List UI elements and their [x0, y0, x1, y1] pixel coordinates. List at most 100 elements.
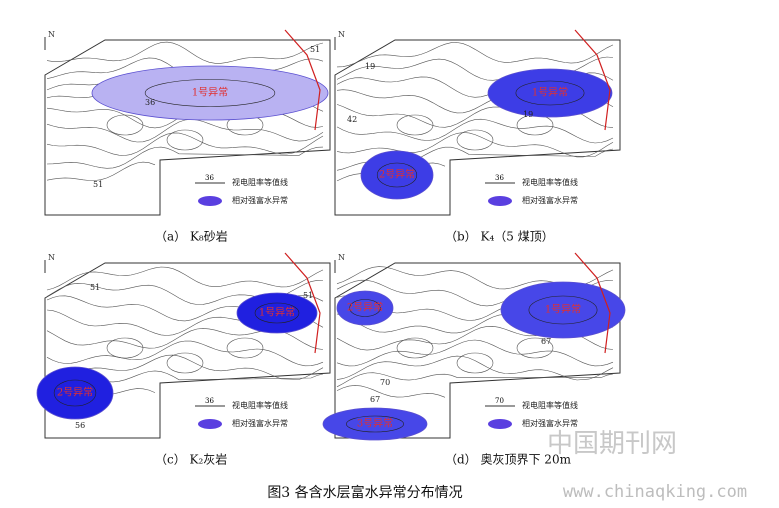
- contour-line: [46, 340, 324, 367]
- legend-anomaly-symbol: [198, 196, 222, 206]
- anomaly-contour: [376, 162, 418, 188]
- panel-caption: （c） K₂灰岩: [155, 452, 227, 467]
- contour-loop: [166, 352, 204, 374]
- water-anomaly: [487, 68, 613, 118]
- contour-label: 19: [523, 110, 533, 119]
- legend-sample-label: 36: [495, 174, 504, 182]
- anomaly-contour: [515, 80, 585, 106]
- anomaly-label: 3号异常: [357, 417, 393, 430]
- contour-label: 19: [365, 62, 375, 71]
- contour-label: 42: [347, 115, 357, 124]
- contour-label: 67: [370, 395, 380, 404]
- contour-loop: [396, 337, 434, 359]
- north-label: N: [48, 253, 55, 262]
- anomaly-contour: [144, 79, 276, 107]
- panel-caption: （d） 奥灰顶界下 20m: [445, 453, 572, 467]
- contour-line: [46, 161, 156, 181]
- contour-line: [336, 339, 614, 367]
- contour-line: [46, 266, 324, 291]
- contour-label: 51: [310, 45, 320, 54]
- contour-loop: [226, 337, 264, 359]
- legend-contour-text: 视电阻率等值线: [522, 177, 578, 187]
- contour-label: 36: [145, 98, 155, 107]
- contour-line: [336, 355, 614, 381]
- watermark-site: 中国期刊网: [547, 429, 677, 459]
- contour-line: [46, 118, 324, 143]
- fault-line: [574, 29, 611, 131]
- fault-line: [284, 252, 321, 354]
- anomaly-label: 2号异常: [57, 386, 93, 399]
- anomaly-label: 1号异常: [192, 86, 228, 99]
- legend-sample-label: 36: [205, 174, 214, 182]
- contour-line: [46, 146, 324, 169]
- legend-anomaly-symbol: [198, 419, 222, 429]
- contour-loop: [106, 337, 144, 359]
- contour-line: [46, 132, 324, 156]
- contour-loop: [516, 337, 554, 359]
- map-boundary: [44, 39, 331, 216]
- panel-caption: （a） K₈砂岩: [155, 229, 228, 244]
- contour-loop: [456, 129, 494, 151]
- contour-label: 67: [541, 337, 551, 346]
- contour-label: 70: [380, 378, 390, 387]
- water-anomaly: [91, 65, 329, 121]
- contour-line: [336, 372, 614, 388]
- figure-caption: 图3 各含水层富水异常分布情况: [267, 484, 462, 501]
- contour-loop: [456, 352, 494, 374]
- contour-line: [336, 132, 614, 158]
- water-anomaly: [36, 366, 114, 420]
- contour-line: [336, 42, 614, 68]
- contour-label: 51: [303, 291, 313, 300]
- legend-contour-text: 视电阻率等值线: [232, 400, 288, 410]
- anomaly-contour: [528, 295, 598, 325]
- contour-loop: [396, 114, 434, 136]
- anomaly-contour: [254, 302, 300, 324]
- water-anomaly: [360, 150, 434, 200]
- contour-label: 51: [90, 283, 100, 292]
- water-anomaly: [336, 290, 394, 326]
- north-label: N: [338, 30, 345, 39]
- water-anomaly: [500, 281, 626, 339]
- anomaly-contour: [346, 415, 404, 433]
- legend-anomaly-text: 相对强富水异常: [522, 418, 578, 428]
- legend-sample-label: 70: [495, 397, 504, 405]
- anomaly-label: 2号异常: [347, 301, 383, 314]
- north-label: N: [338, 253, 345, 262]
- anomaly-label: 1号异常: [532, 86, 568, 99]
- panel-caption: （b） K₄（5 煤顶）: [445, 230, 554, 244]
- anomaly-contour: [53, 379, 97, 407]
- contour-label: 51: [93, 180, 103, 189]
- fault-line: [284, 29, 321, 131]
- anomaly-label: 2号异常: [379, 168, 415, 181]
- contour-line: [336, 385, 446, 398]
- legend-anomaly-text: 相对强富水异常: [232, 195, 288, 205]
- legend-contour-text: 视电阻率等值线: [522, 400, 578, 410]
- contour-loop: [166, 129, 204, 151]
- anomaly-contour: [349, 299, 381, 317]
- contour-loop: [106, 114, 144, 136]
- legend-anomaly-text: 相对强富水异常: [232, 418, 288, 428]
- fault-line: [574, 252, 611, 354]
- contour-label: 56: [75, 421, 85, 430]
- anomaly-label: 1号异常: [545, 303, 581, 316]
- legend-anomaly-text: 相对强富水异常: [522, 195, 578, 205]
- north-label: N: [48, 30, 55, 39]
- water-anomaly: [236, 292, 318, 334]
- legend-contour-text: 视电阻率等值线: [232, 177, 288, 187]
- map-boundary: [334, 39, 621, 216]
- legend-anomaly-symbol: [488, 419, 512, 429]
- contour-line: [46, 354, 324, 381]
- watermark-url: www.chinaqking.com: [563, 482, 747, 502]
- contour-line: [46, 41, 324, 64]
- map-boundary: [44, 262, 331, 439]
- water-anomaly: [322, 407, 428, 441]
- anomaly-label: 1号异常: [259, 306, 295, 319]
- legend-sample-label: 36: [205, 397, 214, 405]
- legend-anomaly-symbol: [488, 196, 512, 206]
- contour-line: [336, 118, 614, 144]
